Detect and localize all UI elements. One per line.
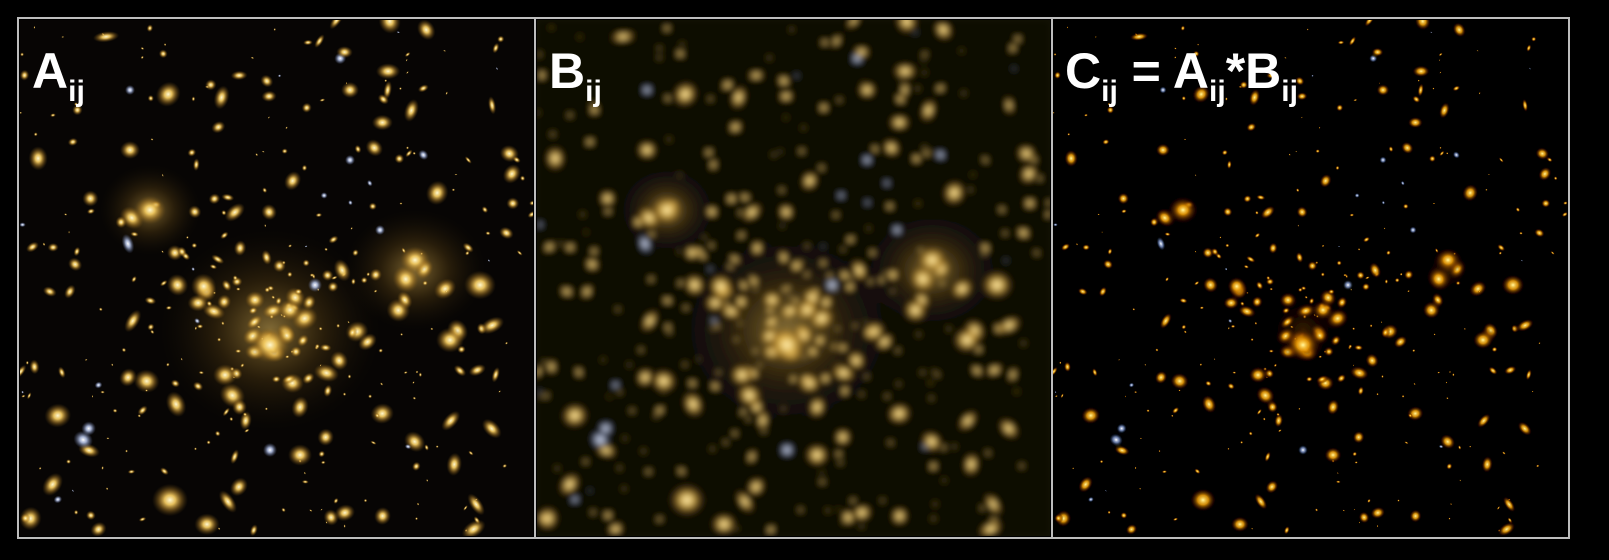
galaxy	[858, 82, 876, 98]
galaxy	[245, 291, 265, 309]
galaxy	[152, 484, 188, 516]
galaxy	[862, 155, 872, 165]
galaxy	[134, 196, 166, 225]
galaxy	[1374, 82, 1392, 98]
galaxy	[1469, 327, 1497, 352]
galaxy	[1268, 349, 1274, 353]
label-text: B	[549, 43, 585, 99]
galaxy	[1153, 141, 1173, 159]
galaxy	[1167, 196, 1199, 225]
galaxy	[711, 513, 736, 535]
galaxy	[1278, 291, 1298, 309]
galaxy	[120, 141, 140, 159]
galaxy-field	[531, 6, 1055, 542]
panel	[531, 6, 1055, 542]
label-subscript: ij	[1101, 75, 1118, 108]
galaxy	[953, 327, 981, 352]
galaxy	[1408, 225, 1418, 235]
galaxy	[916, 202, 919, 204]
label-text: A	[32, 43, 68, 99]
label-subscript: ij	[1209, 75, 1226, 108]
galaxy	[780, 443, 794, 457]
label-text: C	[1065, 43, 1101, 99]
galaxy	[1432, 202, 1435, 204]
galaxy	[263, 443, 277, 457]
galaxy	[341, 82, 359, 98]
galaxy	[278, 299, 302, 321]
galaxy	[981, 271, 1013, 300]
galaxy	[464, 271, 496, 300]
label-text: = A	[1118, 43, 1209, 99]
galaxy	[1409, 63, 1433, 79]
galaxy	[368, 394, 372, 398]
galaxy	[235, 349, 241, 353]
galaxy-field	[14, 6, 538, 542]
galaxy	[1433, 247, 1463, 274]
galaxy	[1401, 394, 1405, 398]
galaxy	[250, 327, 290, 363]
galaxy	[213, 364, 237, 386]
galaxy	[1405, 115, 1426, 131]
galaxy	[917, 247, 947, 274]
galaxy	[805, 444, 829, 466]
page: AijBijCij = Aij*Bij (() => { const data …	[0, 0, 1609, 560]
galaxy	[752, 349, 758, 353]
galaxy	[194, 513, 219, 535]
label-subscript: ij	[1281, 75, 1298, 108]
galaxy	[1341, 278, 1355, 292]
galaxy	[376, 63, 400, 79]
galaxy	[1378, 155, 1388, 165]
galaxy	[762, 291, 782, 309]
galaxy	[1246, 364, 1270, 386]
galaxy	[885, 394, 889, 398]
galaxy	[893, 63, 917, 79]
panel	[14, 6, 538, 542]
galaxy	[1497, 271, 1529, 300]
galaxy	[1148, 216, 1159, 228]
galaxy	[1311, 299, 1335, 321]
galaxy	[1283, 327, 1323, 363]
label-subscript: ij	[68, 75, 85, 108]
galaxy	[125, 85, 135, 95]
galaxy	[632, 216, 643, 228]
galaxy	[399, 202, 402, 204]
galaxy	[889, 115, 910, 131]
galaxy	[825, 278, 839, 292]
label-subscript: ij	[585, 75, 602, 108]
figure: AijBijCij = Aij*Bij	[0, 0, 1609, 560]
galaxy	[651, 196, 683, 225]
panel-label: Cij = Aij*Bij	[1065, 43, 1298, 108]
galaxy	[436, 327, 464, 352]
galaxy	[115, 216, 126, 228]
galaxy	[642, 85, 652, 95]
galaxy	[892, 225, 902, 235]
galaxy	[795, 299, 819, 321]
galaxy	[308, 278, 322, 292]
galaxy	[288, 444, 312, 466]
galaxy	[345, 155, 355, 165]
galaxy	[1227, 513, 1252, 535]
galaxy	[1321, 444, 1345, 466]
galaxy	[669, 484, 705, 516]
galaxy	[400, 247, 430, 274]
galaxy	[1185, 484, 1221, 516]
galaxy	[1296, 443, 1310, 457]
galaxy	[730, 364, 754, 386]
galaxy	[372, 115, 393, 131]
galaxy	[767, 327, 807, 363]
label-text: *B	[1226, 43, 1282, 99]
galaxy	[637, 141, 657, 159]
galaxy	[375, 225, 385, 235]
